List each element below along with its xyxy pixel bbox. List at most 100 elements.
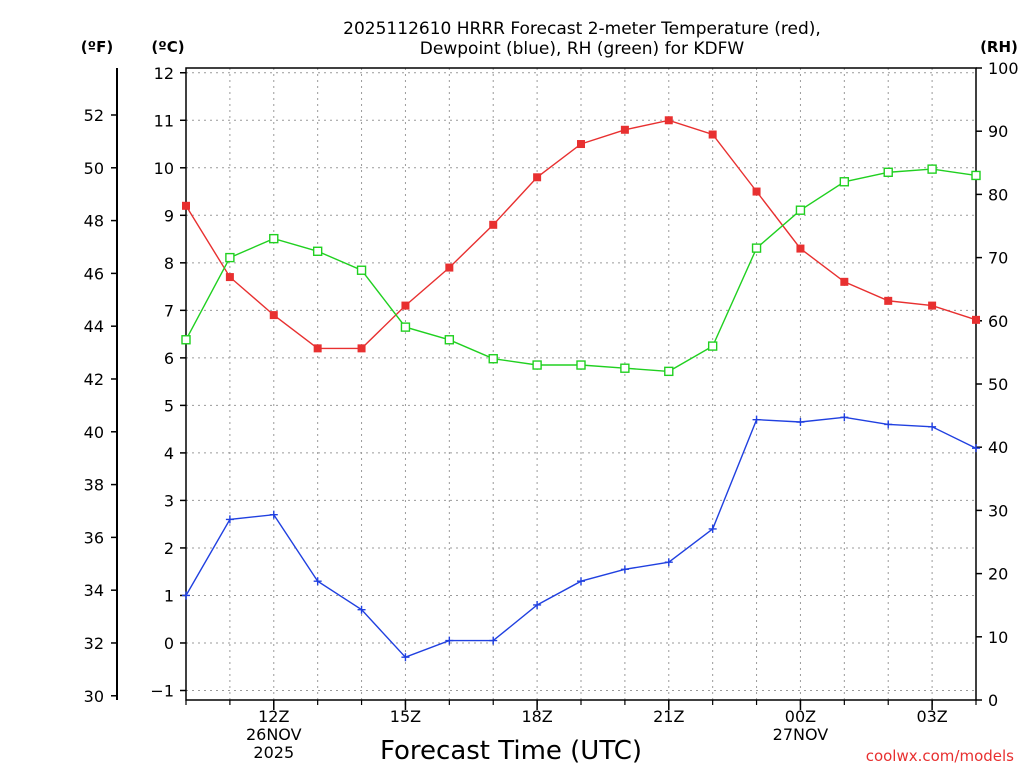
data-point-dewpoint bbox=[928, 422, 937, 431]
f-axis-tick-label: 44 bbox=[84, 317, 104, 336]
f-axis-tick-label: 46 bbox=[84, 264, 104, 283]
data-point-rh bbox=[927, 164, 937, 174]
chart-title-line-2: Dewpoint (blue), RH (green) for KDFW bbox=[420, 39, 745, 59]
rh-axis-tick-label: 90 bbox=[988, 122, 1008, 141]
data-point-dewpoint bbox=[182, 591, 190, 600]
chart-title-line-1: 2025112610 HRRR Forecast 2-meter Tempera… bbox=[343, 19, 821, 39]
data-point-temperature bbox=[489, 220, 498, 229]
data-point-dewpoint bbox=[620, 565, 629, 574]
data-point-temperature bbox=[225, 273, 234, 282]
data-point-temperature bbox=[182, 201, 190, 210]
data-point-dewpoint bbox=[752, 415, 761, 424]
x-axis-tick-label: 00Z bbox=[785, 707, 816, 726]
f-axis-tick-label: 38 bbox=[84, 476, 104, 495]
f-axis-tick-label: 36 bbox=[84, 528, 104, 547]
data-point-temperature bbox=[796, 244, 805, 253]
data-series bbox=[181, 116, 981, 662]
data-point-dewpoint bbox=[225, 515, 234, 524]
data-point-temperature bbox=[401, 301, 410, 310]
axes: −101234567891011123032343638404244464850… bbox=[84, 59, 1019, 762]
c-axis-tick-label: 5 bbox=[164, 396, 174, 415]
rh-axis-tick-label: 0 bbox=[988, 691, 998, 710]
watermark: coolwx.com/models bbox=[866, 747, 1014, 765]
rh-axis-tick-label: 30 bbox=[988, 501, 1008, 520]
data-point-dewpoint bbox=[401, 653, 410, 662]
x-axis-tick-label: 21Z bbox=[653, 707, 684, 726]
x-axis-tick-label: 18Z bbox=[521, 707, 552, 726]
data-point-temperature bbox=[752, 187, 761, 196]
data-point-temperature bbox=[708, 130, 717, 139]
f-axis-tick-label: 30 bbox=[84, 687, 104, 706]
data-point-dewpoint bbox=[313, 577, 322, 586]
fahrenheit-unit-label: (ºF) bbox=[81, 38, 113, 56]
data-point-rh bbox=[795, 205, 806, 215]
data-point-dewpoint bbox=[445, 636, 454, 645]
c-axis-tick-label: 0 bbox=[164, 634, 174, 653]
rh-axis-tick-label: 20 bbox=[988, 565, 1008, 584]
c-axis-tick-label: 11 bbox=[154, 111, 174, 130]
c-axis-tick-label: 1 bbox=[164, 586, 174, 605]
data-point-dewpoint bbox=[972, 444, 980, 453]
data-point-temperature bbox=[884, 296, 893, 305]
x-axis-tick-label: 15Z bbox=[390, 707, 421, 726]
data-point-temperature bbox=[269, 311, 278, 320]
data-point-rh bbox=[839, 177, 850, 187]
data-point-rh bbox=[751, 243, 762, 253]
rh-axis-tick-label: 50 bbox=[988, 375, 1008, 394]
c-axis-tick-label: 12 bbox=[154, 64, 174, 83]
data-point-temperature bbox=[664, 116, 673, 125]
x-axis-tick-label: 12Z bbox=[258, 707, 289, 726]
c-axis-tick-label: 7 bbox=[164, 301, 174, 320]
plot-frame bbox=[185, 67, 977, 701]
c-axis-tick-label: 10 bbox=[154, 159, 174, 178]
data-point-rh bbox=[971, 170, 981, 181]
data-point-rh bbox=[181, 335, 191, 345]
data-point-dewpoint bbox=[708, 524, 717, 533]
f-axis-tick-label: 34 bbox=[84, 581, 104, 600]
gridlines bbox=[186, 68, 976, 700]
x-axis-tick-label: 03Z bbox=[916, 707, 947, 726]
data-point-dewpoint bbox=[489, 636, 498, 645]
series-line-rh bbox=[185, 168, 977, 373]
x-axis-tick-label: 2025 bbox=[253, 743, 294, 762]
data-point-temperature bbox=[533, 173, 542, 182]
data-point-dewpoint bbox=[533, 600, 542, 609]
data-point-dewpoint bbox=[796, 418, 805, 427]
rh-axis-tick-label: 70 bbox=[988, 249, 1008, 268]
data-point-dewpoint bbox=[577, 577, 585, 586]
celsius-unit-label: (ºC) bbox=[151, 38, 184, 56]
data-point-rh bbox=[883, 167, 893, 177]
data-point-rh bbox=[312, 246, 323, 256]
data-point-temperature bbox=[313, 344, 322, 353]
f-axis-tick-label: 50 bbox=[84, 159, 104, 178]
x-axis-tick-label: 26NOV bbox=[246, 725, 302, 744]
data-point-dewpoint bbox=[884, 420, 893, 429]
f-axis-tick-label: 52 bbox=[84, 106, 104, 125]
data-point-rh bbox=[576, 360, 586, 370]
c-axis-tick-label: 2 bbox=[164, 539, 174, 558]
f-axis-tick-label: 40 bbox=[84, 423, 104, 442]
data-point-dewpoint bbox=[357, 605, 366, 614]
data-point-rh bbox=[356, 265, 367, 275]
data-point-rh bbox=[225, 252, 235, 263]
data-point-temperature bbox=[840, 277, 849, 286]
data-point-rh bbox=[488, 354, 498, 364]
data-point-dewpoint bbox=[664, 558, 673, 567]
data-point-temperature bbox=[972, 315, 980, 324]
x-axis-tick-label: 27NOV bbox=[773, 725, 829, 744]
rh-axis-tick-label: 80 bbox=[988, 185, 1008, 204]
data-point-temperature bbox=[928, 301, 937, 310]
rh-axis-tick-label: 100 bbox=[988, 59, 1019, 78]
f-axis-tick-label: 48 bbox=[84, 212, 104, 231]
data-point-dewpoint bbox=[840, 413, 849, 422]
data-point-rh bbox=[400, 322, 411, 332]
c-axis-tick-label: 4 bbox=[164, 444, 174, 463]
f-axis-tick-label: 42 bbox=[84, 370, 104, 389]
c-axis-tick-label: 6 bbox=[164, 349, 174, 368]
data-point-rh bbox=[620, 363, 630, 373]
data-point-temperature bbox=[445, 263, 454, 272]
data-point-temperature bbox=[357, 344, 366, 353]
c-axis-tick-label: 9 bbox=[164, 206, 174, 225]
c-axis-tick-label: −1 bbox=[150, 681, 174, 700]
data-point-rh bbox=[664, 366, 674, 377]
